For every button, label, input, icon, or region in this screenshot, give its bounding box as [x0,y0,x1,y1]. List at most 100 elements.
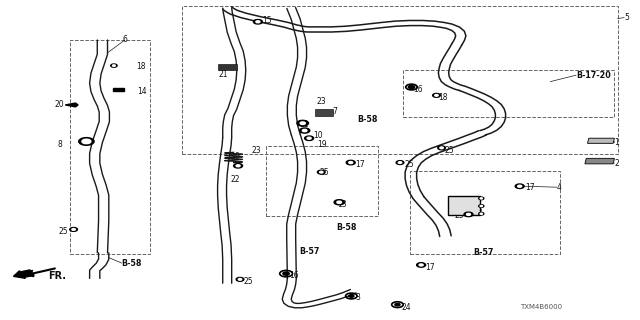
Circle shape [113,65,115,66]
Text: 8: 8 [58,140,62,149]
Text: 18: 18 [136,62,146,71]
Text: 25: 25 [445,146,454,155]
Text: 2: 2 [614,159,619,168]
Circle shape [346,160,355,165]
Text: TXM4B6000: TXM4B6000 [520,304,562,310]
FancyArrow shape [13,270,34,278]
Circle shape [256,21,260,23]
Circle shape [111,64,117,67]
Circle shape [480,198,483,199]
Circle shape [417,263,426,267]
Bar [403,70,614,117]
Bar [315,109,333,116]
Text: 18: 18 [438,93,448,102]
Text: 25: 25 [404,160,414,169]
Circle shape [70,228,77,231]
Circle shape [302,129,307,132]
Text: 14: 14 [138,87,147,96]
Circle shape [435,94,438,96]
Circle shape [438,146,445,150]
Text: FR.: FR. [48,271,66,281]
Circle shape [464,212,473,217]
Text: 23: 23 [317,97,326,106]
Text: 25: 25 [320,168,330,177]
Bar [410,171,560,254]
Circle shape [479,197,484,200]
Bar [448,196,480,215]
Circle shape [433,93,440,97]
Circle shape [297,120,308,126]
Circle shape [349,162,353,164]
Circle shape [337,201,342,204]
Text: 15: 15 [262,16,272,25]
Circle shape [395,303,400,306]
Bar [70,40,150,254]
Text: 23: 23 [252,146,261,155]
Circle shape [83,140,90,143]
Polygon shape [65,103,78,107]
Circle shape [480,205,483,207]
Text: 9: 9 [234,152,239,161]
Text: 23: 23 [454,212,464,220]
Circle shape [300,128,310,133]
Text: B-57: B-57 [300,247,320,256]
Text: 25: 25 [243,277,253,286]
Text: B-57: B-57 [474,248,494,257]
Circle shape [253,20,262,24]
Text: 11: 11 [300,120,309,129]
Bar [266,146,378,216]
Text: 13: 13 [337,200,348,209]
Text: 16: 16 [289,271,299,280]
Text: B-17-20: B-17-20 [576,71,611,80]
Text: 7: 7 [333,108,338,116]
Circle shape [234,164,243,168]
Text: 17: 17 [355,160,365,169]
Circle shape [479,205,484,207]
Circle shape [79,138,94,145]
Polygon shape [585,158,614,164]
Circle shape [408,85,415,89]
Circle shape [305,136,314,140]
Text: B-58: B-58 [357,116,378,124]
Circle shape [300,122,305,124]
Text: 16: 16 [413,85,422,94]
Text: 19: 19 [317,140,326,149]
Text: 17: 17 [525,183,534,192]
Text: 21: 21 [219,70,228,79]
Text: B-58: B-58 [336,223,356,232]
Circle shape [518,185,522,187]
Circle shape [396,161,404,164]
Bar [113,88,124,92]
Circle shape [236,277,244,281]
Circle shape [319,171,323,173]
Bar [182,6,618,154]
Circle shape [72,228,76,230]
Circle shape [236,165,240,167]
Text: 1: 1 [614,138,619,147]
Circle shape [238,278,242,280]
Circle shape [419,264,423,266]
Text: 3: 3 [355,293,360,302]
Circle shape [307,137,311,139]
Text: 22: 22 [461,202,470,211]
Text: 20: 20 [54,100,64,109]
Text: 17: 17 [426,263,435,272]
Text: 6: 6 [122,36,127,44]
Text: 10: 10 [314,131,323,140]
Text: 5: 5 [624,13,629,22]
Text: 24: 24 [402,303,412,312]
Circle shape [479,212,484,215]
Text: B-58: B-58 [122,259,142,268]
Circle shape [480,213,483,214]
Text: 12: 12 [474,208,483,217]
Text: 22: 22 [231,175,240,184]
Text: 4: 4 [557,183,562,192]
Circle shape [317,170,325,174]
Circle shape [283,272,289,275]
Circle shape [515,184,524,188]
Circle shape [82,139,91,144]
Circle shape [440,147,444,149]
Polygon shape [588,138,614,143]
Circle shape [398,162,402,164]
Bar [218,64,237,70]
